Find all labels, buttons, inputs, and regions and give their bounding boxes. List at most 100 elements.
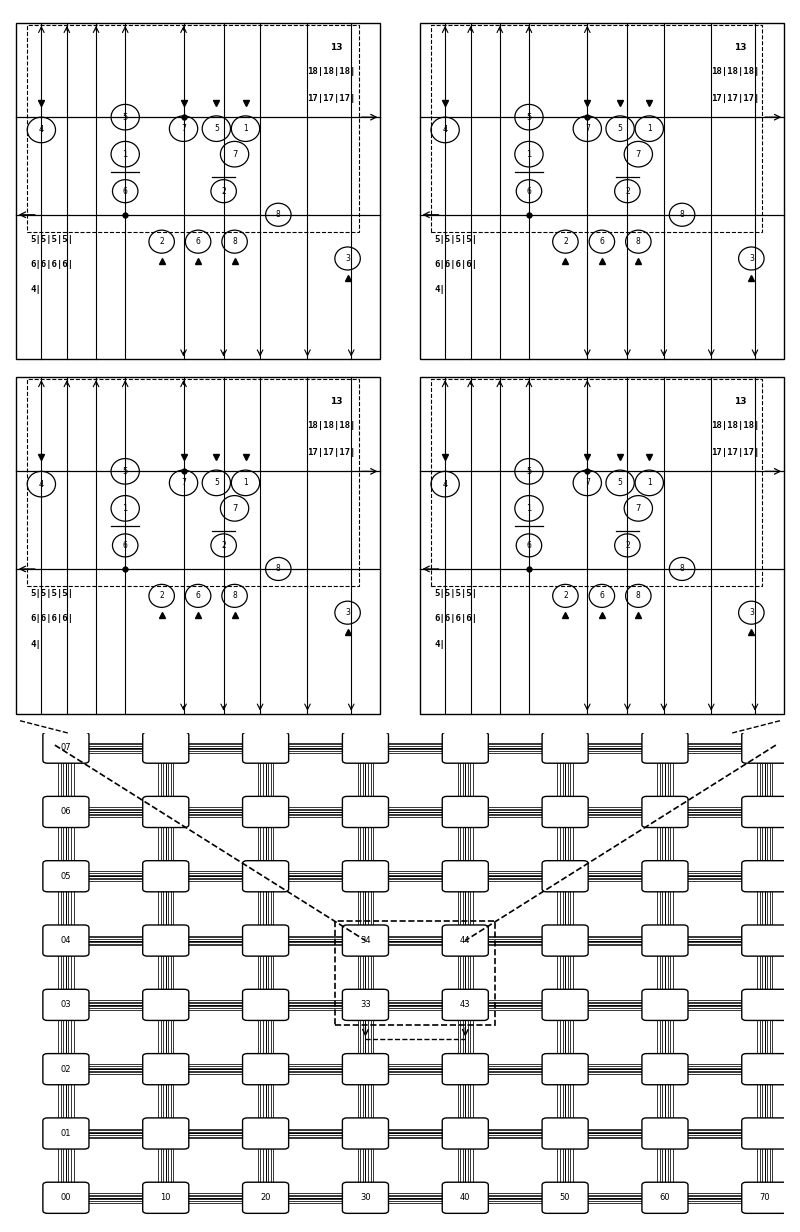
Text: 7: 7 [181, 478, 186, 488]
FancyBboxPatch shape [542, 796, 588, 828]
FancyBboxPatch shape [43, 1183, 89, 1214]
Text: 34: 34 [360, 936, 370, 945]
Text: 6: 6 [196, 238, 201, 246]
Text: 04: 04 [61, 936, 71, 945]
Text: 8: 8 [636, 238, 641, 246]
FancyBboxPatch shape [542, 732, 588, 763]
FancyBboxPatch shape [242, 989, 289, 1020]
Text: 18|18|18|: 18|18|18| [711, 67, 760, 75]
Text: 5: 5 [526, 467, 531, 476]
Bar [26, 25, 358, 232]
Text: 06: 06 [61, 807, 71, 817]
Text: 03: 03 [61, 1000, 71, 1009]
Bar [26, 378, 358, 585]
FancyBboxPatch shape [742, 989, 788, 1020]
FancyBboxPatch shape [642, 1053, 688, 1084]
Text: 3: 3 [345, 254, 350, 262]
Text: 8: 8 [276, 564, 281, 573]
Text: 1: 1 [122, 149, 128, 159]
FancyBboxPatch shape [242, 925, 289, 956]
Text: 6|6|6|6|: 6|6|6|6| [434, 260, 477, 269]
Bar [420, 377, 784, 713]
FancyBboxPatch shape [642, 989, 688, 1020]
FancyBboxPatch shape [342, 796, 389, 828]
Text: 2: 2 [625, 541, 630, 549]
Text: 18|18|18|: 18|18|18| [307, 67, 356, 75]
Text: 5: 5 [618, 478, 622, 488]
FancyBboxPatch shape [742, 925, 788, 956]
FancyBboxPatch shape [642, 732, 688, 763]
Text: 6|6|6|6|: 6|6|6|6| [434, 615, 477, 623]
Text: 05: 05 [61, 872, 71, 881]
FancyBboxPatch shape [242, 861, 289, 892]
FancyBboxPatch shape [142, 861, 189, 892]
Text: 1: 1 [647, 124, 652, 133]
Text: 2: 2 [222, 187, 226, 196]
Text: 1: 1 [526, 504, 531, 513]
Bar [16, 23, 381, 360]
Text: 8: 8 [680, 564, 685, 573]
FancyBboxPatch shape [542, 989, 588, 1020]
FancyBboxPatch shape [242, 1183, 289, 1214]
Text: 2: 2 [563, 591, 568, 600]
Text: 1: 1 [122, 504, 128, 513]
Text: 4|: 4| [30, 286, 41, 294]
Text: 8: 8 [232, 591, 237, 600]
FancyBboxPatch shape [342, 925, 389, 956]
FancyBboxPatch shape [442, 925, 488, 956]
Text: 13: 13 [734, 43, 746, 52]
Text: 17|17|17|: 17|17|17| [711, 447, 760, 457]
Text: 6: 6 [122, 187, 128, 196]
Text: 70: 70 [759, 1194, 770, 1202]
FancyBboxPatch shape [43, 925, 89, 956]
Text: 13: 13 [330, 398, 343, 407]
Text: 5: 5 [122, 467, 128, 476]
Bar [335, 920, 495, 1025]
FancyBboxPatch shape [742, 1117, 788, 1149]
FancyBboxPatch shape [542, 1183, 588, 1214]
FancyBboxPatch shape [442, 1183, 488, 1214]
Text: 1: 1 [243, 478, 248, 488]
FancyBboxPatch shape [43, 1117, 89, 1149]
Text: 7: 7 [232, 504, 238, 513]
Text: 5|5|5|5|: 5|5|5|5| [434, 589, 477, 598]
Text: 6: 6 [526, 187, 531, 196]
Text: 6|6|6|6|: 6|6|6|6| [30, 260, 74, 269]
FancyBboxPatch shape [442, 1117, 488, 1149]
FancyBboxPatch shape [542, 925, 588, 956]
Text: 5: 5 [122, 112, 128, 122]
FancyBboxPatch shape [142, 1117, 189, 1149]
Text: 6: 6 [526, 541, 531, 549]
FancyBboxPatch shape [43, 796, 89, 828]
FancyBboxPatch shape [342, 1183, 389, 1214]
Text: 3: 3 [345, 609, 350, 617]
Text: 44: 44 [460, 936, 470, 945]
Text: 5|5|5|5|: 5|5|5|5| [30, 235, 74, 244]
Text: 6|6|6|6|: 6|6|6|6| [30, 615, 74, 623]
Bar [430, 378, 762, 585]
Text: 8: 8 [276, 211, 281, 219]
FancyBboxPatch shape [242, 1117, 289, 1149]
FancyBboxPatch shape [642, 1183, 688, 1214]
Text: 33: 33 [360, 1000, 371, 1009]
FancyBboxPatch shape [142, 796, 189, 828]
Text: 60: 60 [660, 1194, 670, 1202]
FancyBboxPatch shape [342, 1053, 389, 1084]
FancyBboxPatch shape [43, 1053, 89, 1084]
Text: 6: 6 [599, 591, 604, 600]
Text: 2: 2 [222, 541, 226, 549]
Text: 4: 4 [38, 479, 44, 489]
Text: 1: 1 [243, 124, 248, 133]
Text: 10: 10 [161, 1194, 171, 1202]
FancyBboxPatch shape [342, 861, 389, 892]
Text: 3: 3 [749, 609, 754, 617]
Text: 43: 43 [460, 1000, 470, 1009]
Text: 6: 6 [599, 238, 604, 246]
FancyBboxPatch shape [43, 989, 89, 1020]
FancyBboxPatch shape [442, 732, 488, 763]
Text: 6: 6 [122, 541, 128, 549]
Text: 5|5|5|5|: 5|5|5|5| [30, 589, 74, 598]
Text: 00: 00 [61, 1194, 71, 1202]
FancyBboxPatch shape [142, 925, 189, 956]
Text: 5|5|5|5|: 5|5|5|5| [434, 235, 477, 244]
